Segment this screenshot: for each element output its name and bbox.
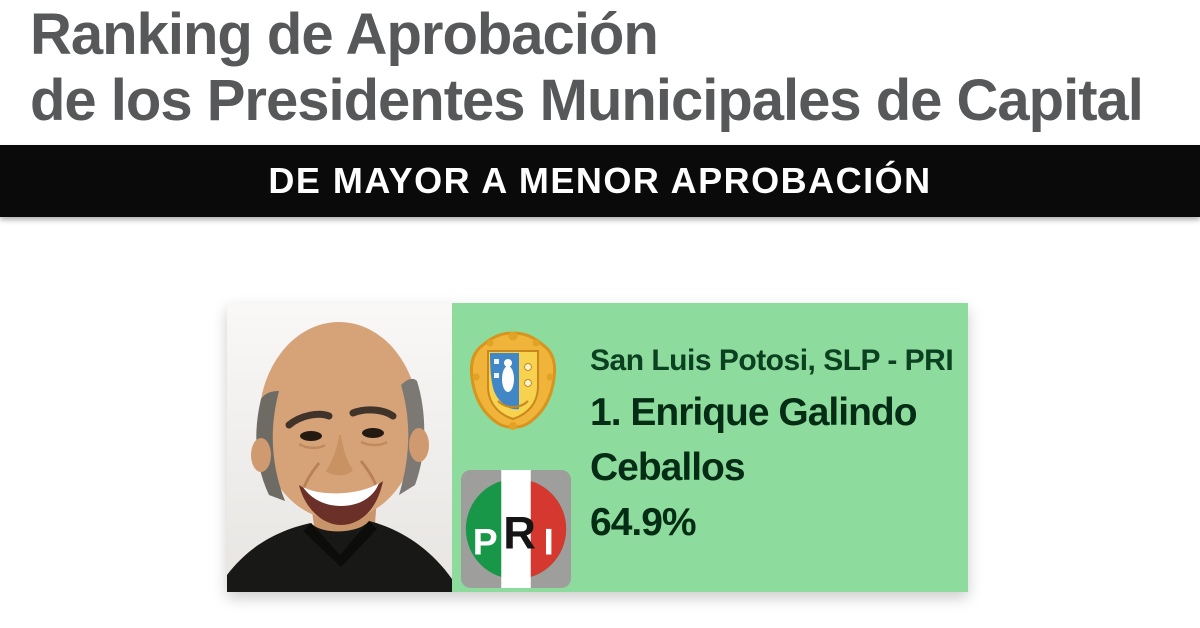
ranking-order-banner: DE MAYOR A MENOR APROBACIÓN — [0, 145, 1200, 217]
card-info-panel: P R I San Luis Potosi, SLP - PRI 1. Enri… — [452, 303, 968, 592]
municipality-label: San Luis Potosi, SLP - PRI — [590, 344, 954, 377]
san-luis-potosi-coat-of-arms-icon — [468, 329, 558, 433]
pri-logo-icon: P R I — [460, 470, 572, 588]
pri-letter-i: I — [544, 521, 554, 563]
candidate-info: San Luis Potosi, SLP - PRI 1. Enrique Ga… — [590, 343, 968, 550]
pri-letter-r: R — [503, 508, 536, 559]
candidate-portrait-illustration — [227, 303, 452, 592]
banner-label: DE MAYOR A MENOR APROBACIÓN — [268, 160, 932, 201]
title-line-1: Ranking de Aprobación — [30, 2, 659, 67]
ranking-card: P R I San Luis Potosi, SLP - PRI 1. Enri… — [227, 303, 968, 592]
title-line-2: de los Presidentes Municipales de Capita… — [30, 68, 1144, 133]
pri-letter-p: P — [473, 521, 498, 563]
candidate-name: 1. Enrique Galindo Ceballos — [590, 391, 918, 489]
candidate-photo — [227, 303, 452, 592]
page-title: Ranking de Aprobación de los Presidentes… — [30, 2, 1144, 134]
approval-percentage: 64.9% — [590, 501, 697, 544]
